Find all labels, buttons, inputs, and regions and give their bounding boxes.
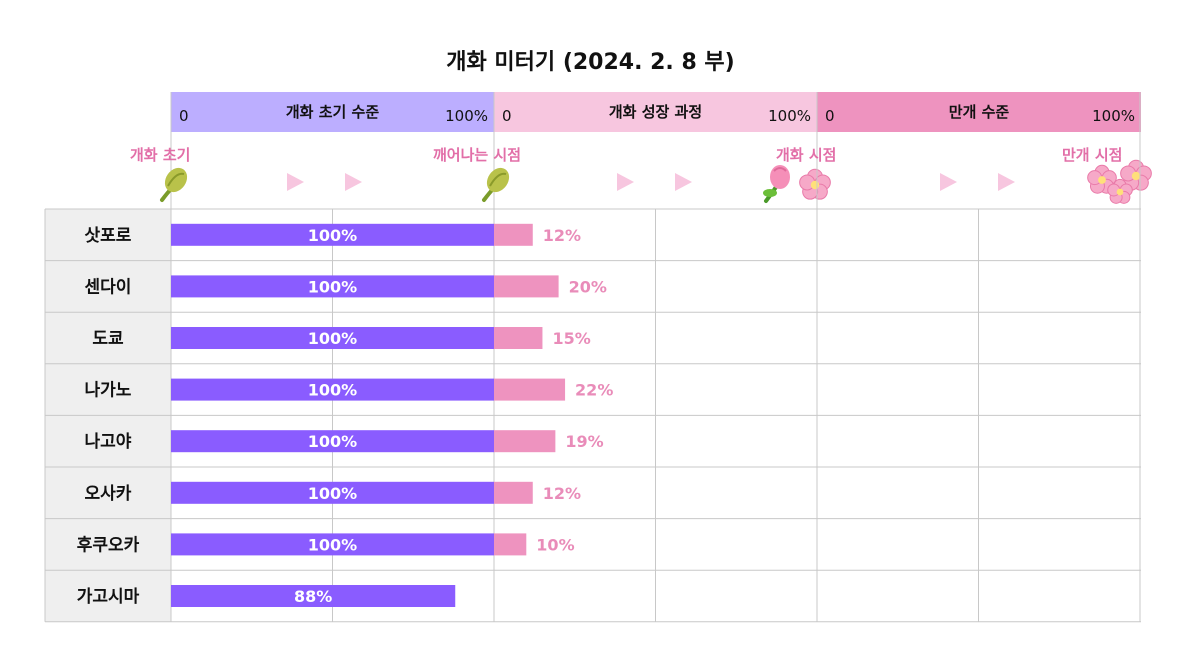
stage-header-bg: [494, 92, 817, 132]
flower-center: [810, 180, 820, 190]
bar-growth: [494, 430, 556, 453]
bar-label-initial: 100%: [308, 329, 357, 348]
city-cell-bg: [45, 518, 171, 571]
bar-label-growth: 20%: [569, 277, 607, 296]
stage-header-bg: [171, 92, 494, 132]
bar-growth: [494, 378, 566, 401]
stage-name: 만개 수준: [948, 103, 1010, 121]
stage-header-initial: 0 개화 초기 수준 100%: [171, 92, 494, 132]
bar-initial: [171, 223, 494, 246]
city-label: 나가노: [85, 381, 132, 401]
bar-label-growth: 10%: [536, 535, 574, 554]
bar-label-initial: 100%: [308, 484, 357, 503]
city-label: 후쿠오카: [77, 534, 140, 555]
milestone-label-full-bloom: 만개 시점: [1062, 146, 1123, 164]
play-arrow-icon: [940, 173, 957, 191]
city-cell-bg: [45, 467, 171, 519]
stage-end: 100%: [445, 107, 488, 125]
bar-growth: [494, 327, 543, 349]
bar-label-initial: 100%: [308, 277, 357, 296]
play-arrow-icon: [617, 173, 634, 191]
bar-label-growth: 12%: [543, 484, 581, 503]
bar-label-growth: 19%: [565, 432, 603, 451]
city-label: 나고야: [85, 432, 132, 452]
city-cell-bg: [45, 312, 171, 364]
stage-header-growth: 0 개화 성장 과정 100%: [494, 92, 817, 132]
bar-label-initial: 100%: [308, 535, 357, 554]
city-label: 오사카: [85, 484, 132, 504]
stage-start: 0: [825, 107, 835, 125]
milestone-label-awakening: 깨어나는 시점: [433, 146, 522, 164]
milestone-label-bloom: 개화 시점: [776, 146, 837, 164]
bar-growth: [494, 275, 559, 298]
chart-title: 개화 미터기 (2024. 2. 8 부): [446, 50, 735, 75]
city-cell-bg: [45, 363, 171, 416]
bar-initial: [171, 275, 494, 298]
cherry-blossom-icon: [799, 168, 831, 200]
stage-header-full-bloom: 0 만개 수준 100%: [817, 92, 1141, 132]
bar-label-initial: 100%: [308, 226, 357, 245]
city-label: 도쿄: [92, 329, 124, 349]
cherry-blossom-icon: [1087, 164, 1117, 194]
stage-end: 100%: [768, 107, 811, 125]
city-label: 센다이: [85, 277, 132, 297]
bar-initial: [171, 378, 494, 401]
stage-name: 개화 초기 수준: [285, 103, 380, 121]
stage-start: 0: [502, 107, 512, 125]
bud-icon: [160, 167, 188, 202]
bar-growth: [494, 223, 533, 246]
flower-center: [1098, 176, 1106, 184]
bar-growth: [494, 481, 533, 504]
bar-growth: [494, 533, 527, 556]
play-arrow-icon: [287, 173, 304, 191]
bar-label-growth: 12%: [543, 226, 581, 245]
bar-initial: [171, 430, 494, 453]
bar-initial: [171, 481, 494, 504]
bud-icon: [482, 167, 510, 202]
city-label: 삿포로: [85, 226, 132, 246]
stage-start: 0: [179, 107, 189, 125]
bar-label-initial: 100%: [308, 381, 357, 400]
play-arrow-icon: [998, 173, 1015, 191]
cherry-blossom-icon: [1107, 178, 1133, 204]
bar-label-initial: 100%: [308, 432, 357, 451]
city-cell-bg: [45, 209, 171, 261]
bar-initial: [171, 533, 494, 556]
city-cell-bg: [45, 260, 171, 313]
bar-label-initial: 88%: [294, 587, 332, 606]
play-arrow-icon: [675, 173, 692, 191]
blossom-bud-icon: [763, 165, 790, 203]
bar-initial: [171, 327, 494, 349]
city-label: 가고시마: [77, 587, 140, 607]
flower-center: [1131, 171, 1141, 181]
stage-name: 개화 성장 과정: [608, 103, 703, 121]
bar-label-growth: 15%: [552, 329, 590, 348]
flower-center: [1116, 188, 1124, 196]
stage-header-bg: [817, 92, 1141, 132]
city-cell-bg: [45, 570, 171, 622]
milestone-label-early: 개화 초기: [130, 146, 191, 164]
city-cell-bg: [45, 415, 171, 467]
stage-end: 100%: [1092, 107, 1135, 125]
bar-initial: [171, 585, 456, 607]
play-arrow-icon: [345, 173, 362, 191]
bar-label-growth: 22%: [575, 381, 613, 400]
